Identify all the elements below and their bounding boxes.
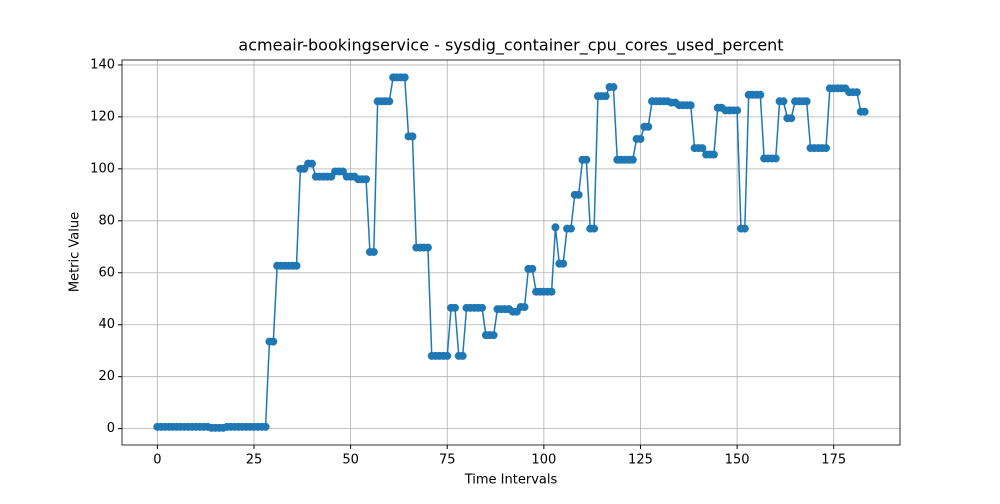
data-point — [369, 247, 378, 256]
data-point — [740, 224, 749, 233]
plot-frame — [121, 59, 901, 446]
data-point — [400, 73, 409, 82]
data-point — [385, 97, 394, 106]
data-point — [779, 97, 788, 106]
data-point — [628, 155, 637, 164]
y-tick-label: 80 — [98, 213, 115, 228]
y-tick-label: 120 — [90, 109, 115, 124]
data-point — [860, 107, 869, 116]
data-point — [528, 264, 537, 273]
data-point — [261, 422, 270, 431]
x-tick-label: 175 — [821, 453, 846, 468]
data-point — [520, 303, 529, 312]
data-point — [802, 97, 811, 106]
data-point — [489, 331, 498, 340]
data-point — [601, 92, 610, 101]
y-tick-label: 0 — [107, 421, 115, 436]
data-point — [408, 132, 417, 141]
data-point — [609, 83, 618, 92]
data-point — [709, 150, 718, 159]
data-point — [686, 101, 695, 110]
data-point — [852, 88, 861, 97]
data-point — [292, 261, 301, 270]
data-point — [590, 224, 599, 233]
data-point — [443, 351, 452, 360]
x-axis-label: Time Intervals — [464, 473, 558, 488]
x-tick-label: 125 — [628, 453, 653, 468]
data-point — [756, 90, 765, 99]
data-point — [559, 259, 568, 268]
x-tick-label: 0 — [153, 453, 161, 468]
data-point — [574, 190, 583, 199]
data-point — [450, 303, 459, 312]
y-axis-label: Metric Value — [68, 212, 83, 292]
data-point — [698, 144, 707, 153]
y-tick-label: 20 — [98, 369, 115, 384]
data-point — [423, 243, 432, 252]
data-point — [787, 114, 796, 123]
data-point — [733, 106, 742, 115]
y-tick-label: 40 — [98, 317, 115, 332]
data-point — [362, 175, 371, 184]
data-point — [644, 122, 653, 131]
data-point — [551, 223, 560, 232]
data-point — [582, 155, 591, 164]
y-tick-label: 100 — [90, 161, 115, 176]
data-point — [458, 351, 467, 360]
x-tick-label: 100 — [531, 453, 556, 468]
data-point — [269, 337, 278, 346]
x-tick-label: 75 — [439, 453, 456, 468]
data-point — [821, 144, 830, 153]
data-point — [478, 303, 487, 312]
x-tick-label: 50 — [342, 453, 359, 468]
data-point — [771, 154, 780, 163]
data-point — [307, 159, 316, 168]
data-point — [636, 134, 645, 143]
chart-title: acmeair-bookingservice - sysdig_containe… — [238, 36, 783, 56]
data-point — [566, 224, 575, 233]
y-tick-label: 140 — [90, 57, 115, 72]
x-tick-label: 25 — [246, 453, 263, 468]
x-tick-label: 150 — [725, 453, 750, 468]
data-point — [547, 287, 556, 296]
y-tick-label: 60 — [98, 265, 115, 280]
